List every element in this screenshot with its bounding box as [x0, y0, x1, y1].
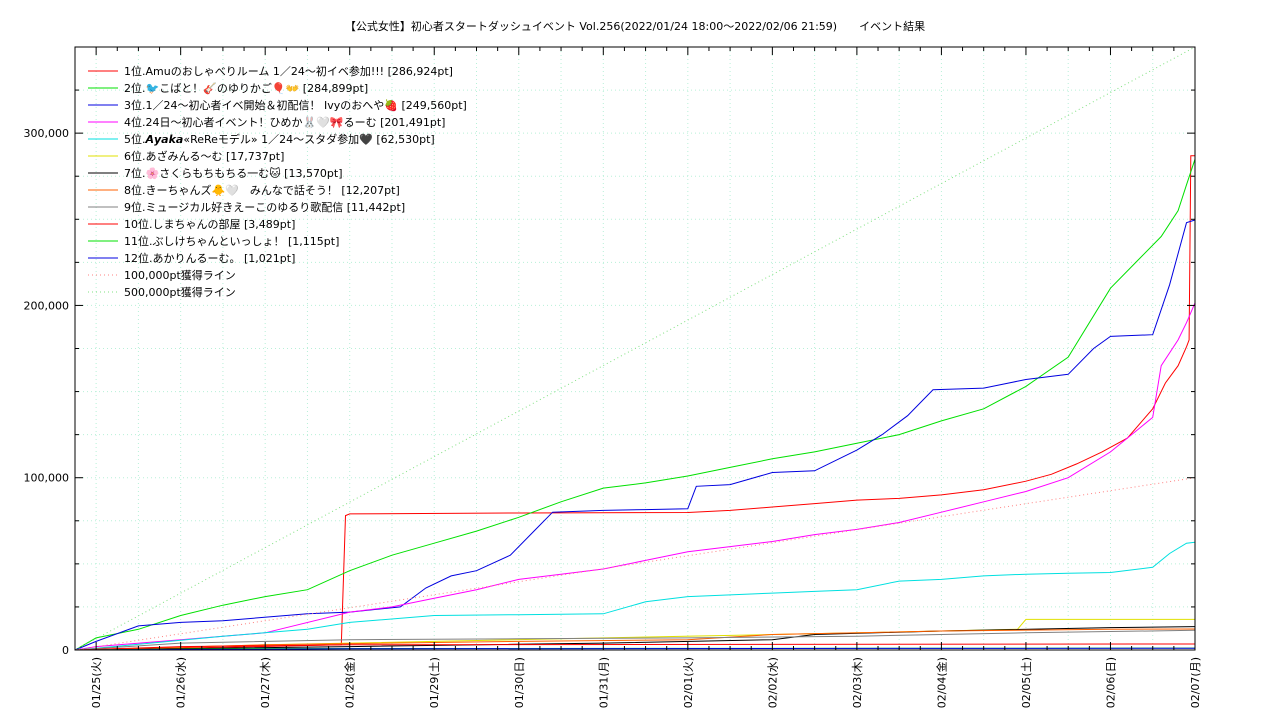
y-tick-label: 300,000: [24, 127, 70, 140]
legend-label: 1位.Amuのおしゃべりルーム 1／24〜初イベ参加!!! [286,924pt…: [124, 64, 453, 78]
legend-label: 7位.🌸さくらもちもちる一む🐱 [13,570pt]: [124, 166, 343, 180]
legend-label: 100,000pt獲得ライン: [124, 269, 236, 282]
x-tick-label: 01/28(金): [343, 657, 357, 708]
legend-label: 8位.きーちゃんズ🐥🤍 みんなで話そう！ [12,207pt]: [124, 183, 400, 197]
series-line-4: [74, 302, 1196, 651]
x-tick-label: 02/05(土): [1020, 657, 1033, 708]
series-line-3: [74, 219, 1196, 651]
x-tick-label: 01/30(日): [513, 657, 526, 708]
x-tick-label: 02/06(日): [1104, 657, 1117, 708]
series-line-5: [74, 541, 1196, 651]
series-line-14: [75, 47, 1195, 650]
legend-label: 12位.あかりんるーむ。 [1,021pt]: [124, 251, 295, 265]
legend: 1位.Amuのおしゃべりルーム 1／24〜初イベ参加!!! [286,924pt…: [88, 64, 467, 299]
x-tick-label: 02/02(水): [766, 657, 779, 708]
x-tick-label: 01/26(水): [175, 657, 188, 708]
legend-label: 9位.ミュージカル好きえーこのゆるり歌配信 [11,442pt]: [124, 200, 405, 214]
legend-label: 5位.𝘼𝙮𝙖𝙠𝙖«ReReモデル» 1／24〜スタダ参加🖤 [62,530pt]: [124, 132, 435, 146]
y-tick-label: 100,000: [24, 472, 70, 485]
y-tick-label: 200,000: [24, 299, 70, 312]
legend-label: 2位.🐦こばと！🎸のゆりかご🎈👐 [284,899pt]: [124, 81, 368, 95]
legend-label: 3位.1／24〜初心者イベ開始＆初配信！ Ivyのおへや🍓 [249,560pt…: [124, 98, 467, 112]
x-tick-label: 02/04(金): [934, 657, 948, 708]
x-tick-label: 02/01(火): [682, 657, 695, 708]
legend-label: 500,000pt獲得ライン: [124, 286, 236, 299]
chart-title: 【公式女性】初心者スタートダッシュイベント Vol.256(2022/01/24…: [345, 19, 925, 33]
legend-label: 4位.24日〜初心者イベント！ひめか🐰🤍🎀るーむ [201,491pt]: [124, 115, 445, 129]
grid: [75, 47, 1195, 650]
legend-label: 10位.しまちゃんの部屋 [3,489pt]: [124, 217, 295, 231]
legend-label: 6位.あざみんる〜む [17,737pt]: [124, 149, 284, 163]
y-tick-label: 0: [62, 644, 69, 657]
x-tick-label: 01/25(火): [90, 657, 103, 708]
legend-label: 11位.ぶしけちゃんといっしょ！ [1,115pt]: [124, 234, 339, 248]
series-line-13: [74, 477, 1196, 651]
series-line-9: [74, 629, 1196, 651]
x-tick-label: 01/31(月): [597, 657, 610, 708]
x-tick-label: 01/29(土): [428, 657, 441, 708]
x-tick-label: 02/07(月): [1189, 657, 1202, 708]
x-tick-label: 02/03(木): [851, 657, 864, 708]
axes: 0 100,000 200,000 300,000 01/25(火) 01/26(水) 01…: [24, 46, 1202, 708]
series-line-2: [74, 159, 1196, 651]
x-tick-label: 01/27(木): [259, 657, 272, 708]
series-line-1: [74, 155, 1195, 651]
